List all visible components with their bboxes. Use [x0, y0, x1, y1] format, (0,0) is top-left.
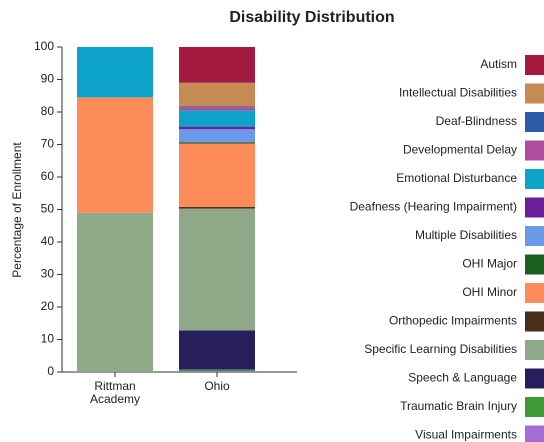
y-tick-label: 20 — [41, 299, 55, 313]
chart-title: Disability Distribution — [229, 9, 394, 26]
legend-label: Multiple Disabilities — [415, 228, 517, 242]
bar-segment — [179, 82, 255, 107]
legend-label: OHI Minor — [462, 285, 517, 299]
legend-swatch — [525, 83, 544, 104]
x-tick-label: Rittman Academy — [89, 379, 141, 406]
bar-segment — [179, 206, 255, 209]
legend-label: OHI Major — [462, 257, 517, 271]
bar-segment — [179, 208, 255, 331]
legend-label: Specific Learning Disabilities — [364, 342, 517, 356]
legend-swatch — [525, 340, 544, 360]
y-tick-label: 40 — [41, 234, 55, 248]
bar-segment — [179, 47, 255, 83]
legend-swatch — [525, 368, 544, 389]
bar-segment — [179, 110, 255, 127]
legend-label: Orthopedic Impairments — [389, 314, 517, 328]
x-tick-label: Ohio — [204, 379, 230, 393]
bar-segment — [179, 126, 255, 130]
legend-label: Developmental Delay — [403, 143, 517, 157]
legend-swatch — [525, 140, 544, 161]
y-tick-label: 100 — [34, 39, 54, 53]
bar-segment — [179, 371, 255, 372]
legend-swatch — [525, 425, 544, 442]
legend-swatch — [525, 397, 544, 417]
legend-label: Traumatic Brain Injury — [400, 399, 517, 413]
y-tick-label: 50 — [41, 202, 55, 216]
legend-label: Emotional Disturbance — [396, 171, 517, 185]
y-tick-label: 30 — [41, 267, 55, 281]
legend-swatch — [525, 112, 544, 132]
y-tick-label: 80 — [41, 104, 55, 118]
legend-swatch — [525, 311, 544, 332]
bar-segment — [179, 107, 255, 111]
legend-swatch — [525, 283, 544, 303]
bar-segment — [77, 97, 153, 213]
bar-segment — [179, 369, 255, 372]
legend-label: Autism — [480, 57, 517, 71]
legend-swatch — [525, 169, 544, 189]
y-axis-label: Percentage of Enrollment — [10, 142, 24, 278]
legend-swatch — [525, 197, 544, 218]
legend-label: Visual Impairments — [415, 428, 517, 442]
y-tick-label: 60 — [41, 169, 55, 183]
y-tick-label: 10 — [41, 332, 55, 346]
legend-swatch — [525, 254, 544, 275]
y-tick-label: 90 — [41, 72, 55, 86]
legend-label: Deafness (Hearing Impairment) — [350, 200, 517, 214]
legend-swatch — [525, 226, 544, 246]
bar-segment — [77, 212, 153, 372]
bar-segment — [179, 330, 255, 370]
bar-segment — [179, 106, 255, 108]
bar-segment — [179, 142, 255, 144]
y-tick-label: 0 — [47, 364, 54, 378]
y-tick-label: 70 — [41, 137, 55, 151]
legend-label: Speech & Language — [408, 371, 517, 385]
legend-label: Intellectual Disabilities — [399, 86, 517, 100]
bar-segment — [77, 47, 153, 98]
legend-label: Deaf-Blindness — [436, 114, 517, 128]
legend-swatch — [525, 55, 544, 75]
bar-segment — [179, 143, 255, 207]
bar-segment — [179, 129, 255, 143]
